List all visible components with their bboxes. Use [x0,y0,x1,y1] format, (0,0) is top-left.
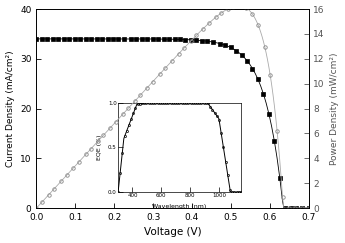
X-axis label: Voltage (V): Voltage (V) [144,227,201,237]
Y-axis label: Current Density (mA/cm²): Current Density (mA/cm²) [6,50,14,167]
Y-axis label: Power Density (mW/cm²): Power Density (mW/cm²) [331,52,339,165]
